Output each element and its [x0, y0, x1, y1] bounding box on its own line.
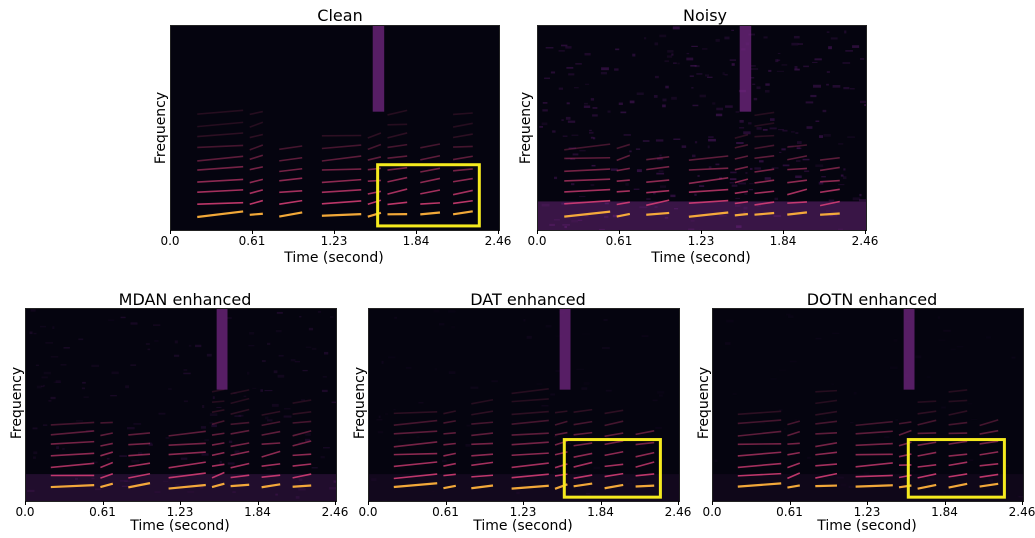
- x-tick-mark: [252, 230, 253, 234]
- x-tick-label: 1.84: [769, 234, 797, 248]
- x-tick-label: 0.0: [527, 234, 547, 248]
- x-tick-label: 2.46: [1008, 505, 1035, 519]
- x-tick-mark: [789, 501, 791, 505]
- x-tick-mark: [712, 501, 713, 505]
- panel-title: Noisy: [682, 6, 727, 25]
- x-tick-mark: [445, 501, 447, 505]
- x-tick-mark: [416, 230, 417, 234]
- y-axis-label: Frequency: [352, 366, 369, 440]
- x-tick-label: 1.84: [587, 505, 614, 519]
- x-tick-mark: [334, 230, 335, 234]
- spectrogram-noisy: [537, 25, 867, 231]
- x-tick-label: 1.23: [166, 505, 194, 519]
- spectrogram-dotn: [712, 308, 1024, 502]
- x-tick-mark: [102, 501, 104, 505]
- x-tick-mark: [783, 230, 784, 234]
- panel-dotn: DOTN enhanced Frequency Time (second) 0.…: [692, 285, 1035, 538]
- x-tick-mark: [523, 501, 524, 505]
- y-axis-label: Frequency: [9, 366, 26, 440]
- highlight-box: [906, 438, 1006, 499]
- y-axis-label: Frequency: [153, 91, 170, 165]
- x-tick-label: 0.0: [358, 505, 378, 519]
- x-tick-label: 0.0: [702, 505, 722, 519]
- x-axis-label: Time (second): [130, 518, 230, 534]
- x-tick-mark: [25, 501, 26, 505]
- panel-noisy: Noisy Frequency Time (second) 0.0 0.61 1.2…: [515, 0, 878, 270]
- x-tick-mark: [335, 501, 336, 505]
- spectrogram-image: [538, 26, 866, 230]
- spectrogram-image: [26, 309, 336, 501]
- spectrogram-dat: [368, 308, 680, 502]
- x-tick-mark: [1022, 501, 1023, 505]
- x-tick-mark: [368, 501, 369, 505]
- panel-mdan: MDAN enhanced Frequency Time (second) 0.…: [5, 285, 348, 538]
- x-tick-mark: [600, 501, 602, 505]
- y-axis-label: Frequency: [696, 366, 713, 440]
- x-tick-mark: [865, 230, 866, 234]
- x-tick-label: 2.46: [851, 234, 879, 248]
- panel-title: Clean: [317, 6, 363, 25]
- spectrogram-mdan: [25, 308, 337, 502]
- panel-dat: DAT enhanced Frequency Time (second) 0.0…: [348, 285, 691, 538]
- x-tick-mark: [619, 230, 620, 234]
- x-tick-mark: [180, 501, 181, 505]
- x-tick-label: 1.84: [931, 505, 958, 519]
- x-axis-label: Time (second): [284, 250, 384, 266]
- spectrogram-image: [197, 26, 481, 228]
- panel-title: DAT enhanced: [470, 290, 586, 309]
- x-tick-mark: [867, 501, 868, 505]
- panel-title: MDAN enhanced: [118, 290, 252, 309]
- x-tick-mark: [537, 230, 538, 234]
- x-tick-mark: [678, 501, 679, 505]
- x-tick-label: 2.46: [664, 505, 692, 519]
- x-tick-label: 0.61: [89, 505, 116, 519]
- x-tick-label: 1.23: [853, 505, 881, 519]
- panel-clean: Clean Frequency Time (second) 0.0 0.61 1.2…: [150, 0, 512, 270]
- highlight-box: [376, 163, 481, 228]
- x-tick-mark: [257, 501, 259, 505]
- panel-title: DOTN enhanced: [806, 290, 938, 309]
- x-tick-mark: [170, 230, 171, 234]
- x-tick-label: 0.61: [238, 234, 266, 248]
- x-tick-label: 1.23: [320, 234, 348, 248]
- x-tick-label: 0.61: [432, 505, 459, 519]
- x-tick-label: 1.84: [244, 505, 271, 519]
- x-axis-label: Time (second): [817, 518, 917, 534]
- highlight-box: [562, 438, 662, 499]
- x-tick-label: 1.23: [509, 505, 537, 519]
- spectrogram-image: [369, 309, 679, 501]
- spectrogram-image: [713, 309, 1023, 501]
- x-tick-label: 2.46: [321, 505, 349, 519]
- x-tick-label: 1.84: [402, 234, 430, 248]
- x-tick-label: 1.23: [687, 234, 715, 248]
- x-tick-label: 0.0: [15, 505, 35, 519]
- x-tick-label: 0.61: [776, 505, 803, 519]
- x-axis-label: Time (second): [473, 518, 573, 534]
- x-tick-mark: [944, 501, 946, 505]
- x-tick-label: 0.0: [160, 234, 180, 248]
- spectrogram-clean: [170, 25, 500, 231]
- x-tick-mark: [701, 230, 702, 234]
- x-axis-label: Time (second): [651, 250, 751, 266]
- x-tick-label: 0.61: [605, 234, 633, 248]
- x-tick-label: 2.46: [484, 234, 512, 248]
- y-axis-label: Frequency: [518, 91, 535, 165]
- x-tick-mark: [498, 230, 499, 234]
